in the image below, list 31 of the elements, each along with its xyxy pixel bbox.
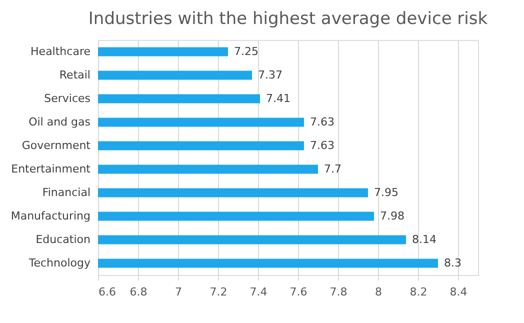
data-label: 7.63	[310, 138, 334, 152]
x-tick-label: 7.8	[330, 286, 348, 298]
y-tick-label: Technology	[28, 256, 91, 270]
y-tick-label: Entertainment	[11, 162, 92, 176]
x-tick-label: 8.2	[410, 286, 428, 298]
x-tick-label: 7.4	[250, 286, 268, 298]
y-tick-label: Financial	[42, 186, 90, 199]
y-tick-label: Education	[36, 232, 91, 246]
data-label: 7.98	[380, 209, 404, 222]
x-tick-label: 6.8	[130, 286, 148, 298]
data-label: 7.41	[266, 92, 290, 105]
data-label: 7.37	[258, 68, 282, 82]
x-tick-label: 7	[175, 286, 182, 298]
x-tick-label: 7.6	[290, 286, 308, 298]
data-label: 7.63	[310, 115, 334, 128]
x-tick-label: 7.2	[210, 286, 228, 298]
x-tick-label: 8	[375, 286, 382, 298]
x-tick-label: 8.4	[450, 286, 468, 298]
y-tick-label: Services	[44, 92, 91, 105]
y-tick-label: Manufacturing	[10, 209, 90, 222]
chart-title: Industries with the highest average device risk	[88, 9, 488, 29]
data-label: 7.7	[324, 162, 342, 176]
y-tick-label: Healthcare	[30, 44, 91, 58]
y-tick-label: Oil and gas	[28, 115, 91, 128]
data-label: 8.3	[444, 256, 462, 270]
data-label: 8.14	[412, 232, 436, 246]
x-tick-label: 6.6	[98, 286, 116, 298]
y-tick-label: Retail	[59, 68, 90, 82]
data-label: 7.95	[374, 186, 398, 199]
data-label: 7.25	[234, 44, 258, 58]
y-tick-label: Government	[22, 138, 92, 152]
